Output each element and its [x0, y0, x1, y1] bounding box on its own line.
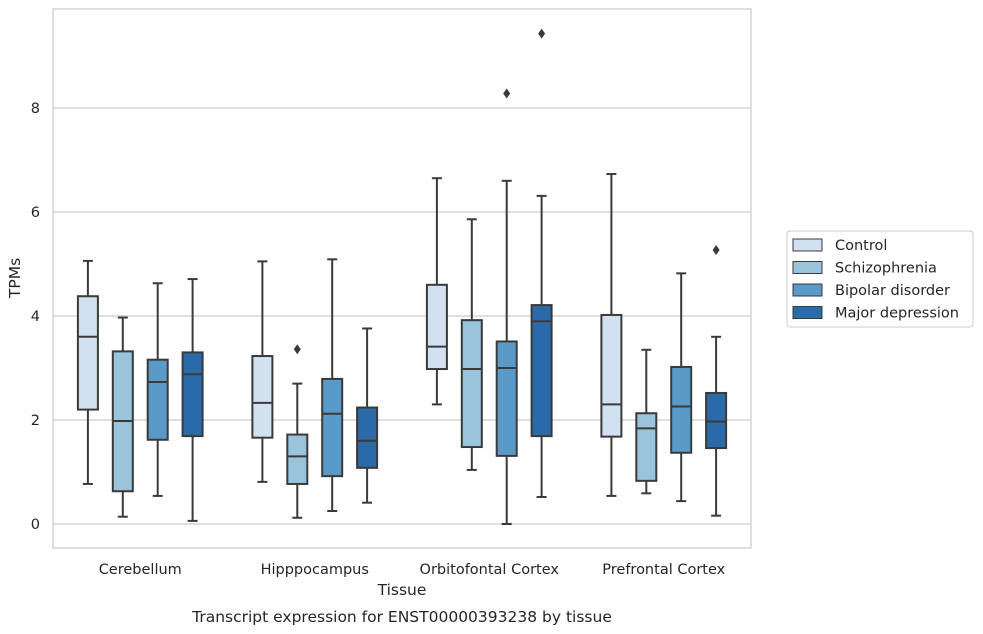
box-iqr: [356, 406, 379, 469]
box-iqr: [76, 295, 99, 411]
x-tick-label: Cerebellum: [99, 562, 182, 578]
box-series-layer: [76, 28, 728, 525]
outlier-point: [538, 28, 546, 39]
x-axis-label: Tissue: [377, 581, 427, 599]
y-tick-labels: 0 2 4 6 8: [31, 101, 40, 533]
chart-caption: Transcript expression for ENST0000039323…: [191, 608, 612, 626]
box-group: [251, 260, 274, 483]
box-iqr: [530, 304, 553, 438]
box-group: [286, 344, 309, 519]
box-group: [705, 244, 728, 517]
plot-area-frame: [52, 8, 752, 549]
legend: Control Schizophrenia Bipolar disorder Majo…: [786, 230, 974, 328]
box-iqr: [321, 377, 344, 478]
legend-swatch: [792, 306, 823, 319]
legend-label: Control: [835, 238, 887, 254]
y-tick-label: 8: [31, 101, 40, 117]
legend-swatch: [792, 238, 823, 252]
outlier-point: [293, 344, 301, 355]
y-tick-label: 4: [31, 309, 40, 325]
legend-label: Bipolar disorder: [835, 283, 950, 299]
box-iqr: [670, 365, 693, 454]
box-group: [76, 259, 99, 485]
box-group: [495, 88, 518, 525]
x-tick-label: Orbitofontal Cortex: [420, 562, 560, 578]
box-group: [635, 348, 658, 495]
box-group: [146, 282, 169, 497]
box-iqr: [705, 391, 728, 450]
box-iqr: [635, 412, 658, 482]
box-iqr: [146, 358, 169, 441]
legend-swatch: [792, 283, 823, 297]
box-iqr: [495, 340, 518, 457]
box-group: [600, 173, 623, 497]
legend-label: Major depression: [835, 306, 959, 322]
box-iqr: [286, 433, 309, 485]
y-axis-label: TPMs: [6, 258, 24, 299]
y-tick-label: 2: [31, 413, 40, 429]
gridlines: [53, 107, 751, 525]
box-iqr: [460, 319, 483, 449]
legend-label: Schizophrenia: [835, 261, 937, 277]
x-tick-label: Prefrontal Cortex: [602, 562, 725, 578]
x-tick-labels: Cerebellum Hipppocampus Orbitofontal Corte…: [99, 562, 726, 578]
box-group: [460, 218, 483, 471]
box-iqr: [181, 351, 204, 438]
box-group: [670, 272, 693, 503]
box-group: [181, 278, 204, 522]
legend-swatch: [792, 261, 823, 274]
box-group: [356, 327, 379, 504]
box-group: [321, 258, 344, 512]
outlier-point: [712, 244, 720, 255]
box-iqr: [251, 355, 274, 439]
box-group: [111, 316, 134, 518]
outlier-point: [503, 88, 511, 99]
y-tick-label: 6: [31, 205, 40, 221]
x-tick-label: Hipppocampus: [261, 562, 369, 578]
box-group: [530, 28, 553, 498]
box-iqr: [600, 313, 623, 438]
box-iqr: [425, 283, 448, 371]
y-tick-label: 0: [31, 517, 40, 533]
box-group: [425, 177, 448, 406]
legend-frame: [786, 230, 974, 328]
